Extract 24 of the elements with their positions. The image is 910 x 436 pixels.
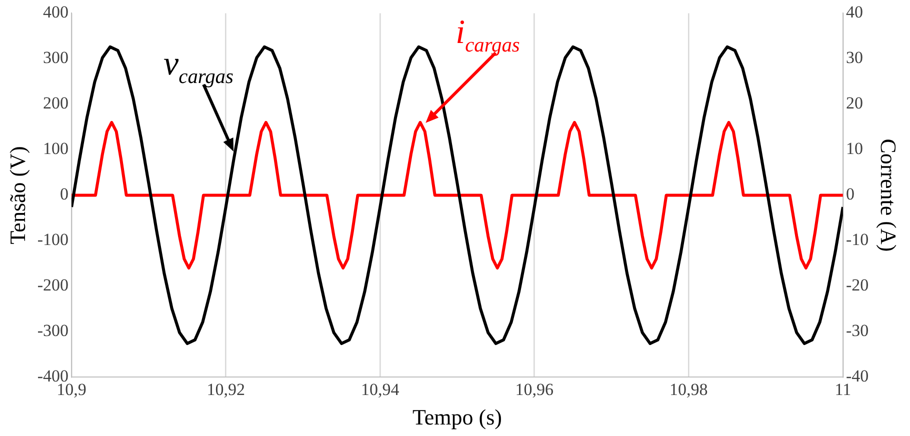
y2-tick-label: 20 <box>846 94 863 113</box>
x-tick-label: 10,94 <box>360 380 400 399</box>
y-tick-label: 0 <box>60 184 69 204</box>
y2-tick-label: -30 <box>846 321 869 340</box>
y-tick-label: -300 <box>37 321 69 340</box>
y2-tick-label: 40 <box>846 2 863 22</box>
y-tick-label: 300 <box>43 48 69 68</box>
y2-axis-title: Corrente (A) <box>876 138 902 252</box>
x-tick-label: 10,98 <box>670 380 708 399</box>
y2-tick-label: -20 <box>846 276 869 295</box>
y-axis-title: Tensão (V) <box>4 146 30 244</box>
x-tick-label: 10,96 <box>515 380 554 399</box>
y2-tick-label: -10 <box>846 230 869 250</box>
y2-tick-label: 30 <box>846 48 863 68</box>
y2-tick-label: 0 <box>846 184 854 204</box>
x-axis-title: Tempo (s) <box>412 404 502 430</box>
x-tick-label: 10,92 <box>206 380 245 399</box>
x-tick-label: 11 <box>834 380 852 399</box>
y2-tick-label: 10 <box>846 139 863 158</box>
y-tick-label: 200 <box>43 94 69 113</box>
y-tick-label: 400 <box>43 2 69 22</box>
y-tick-label: 100 <box>43 139 69 158</box>
y-tick-label: -200 <box>37 276 69 295</box>
y-tick-label: -100 <box>37 230 69 250</box>
